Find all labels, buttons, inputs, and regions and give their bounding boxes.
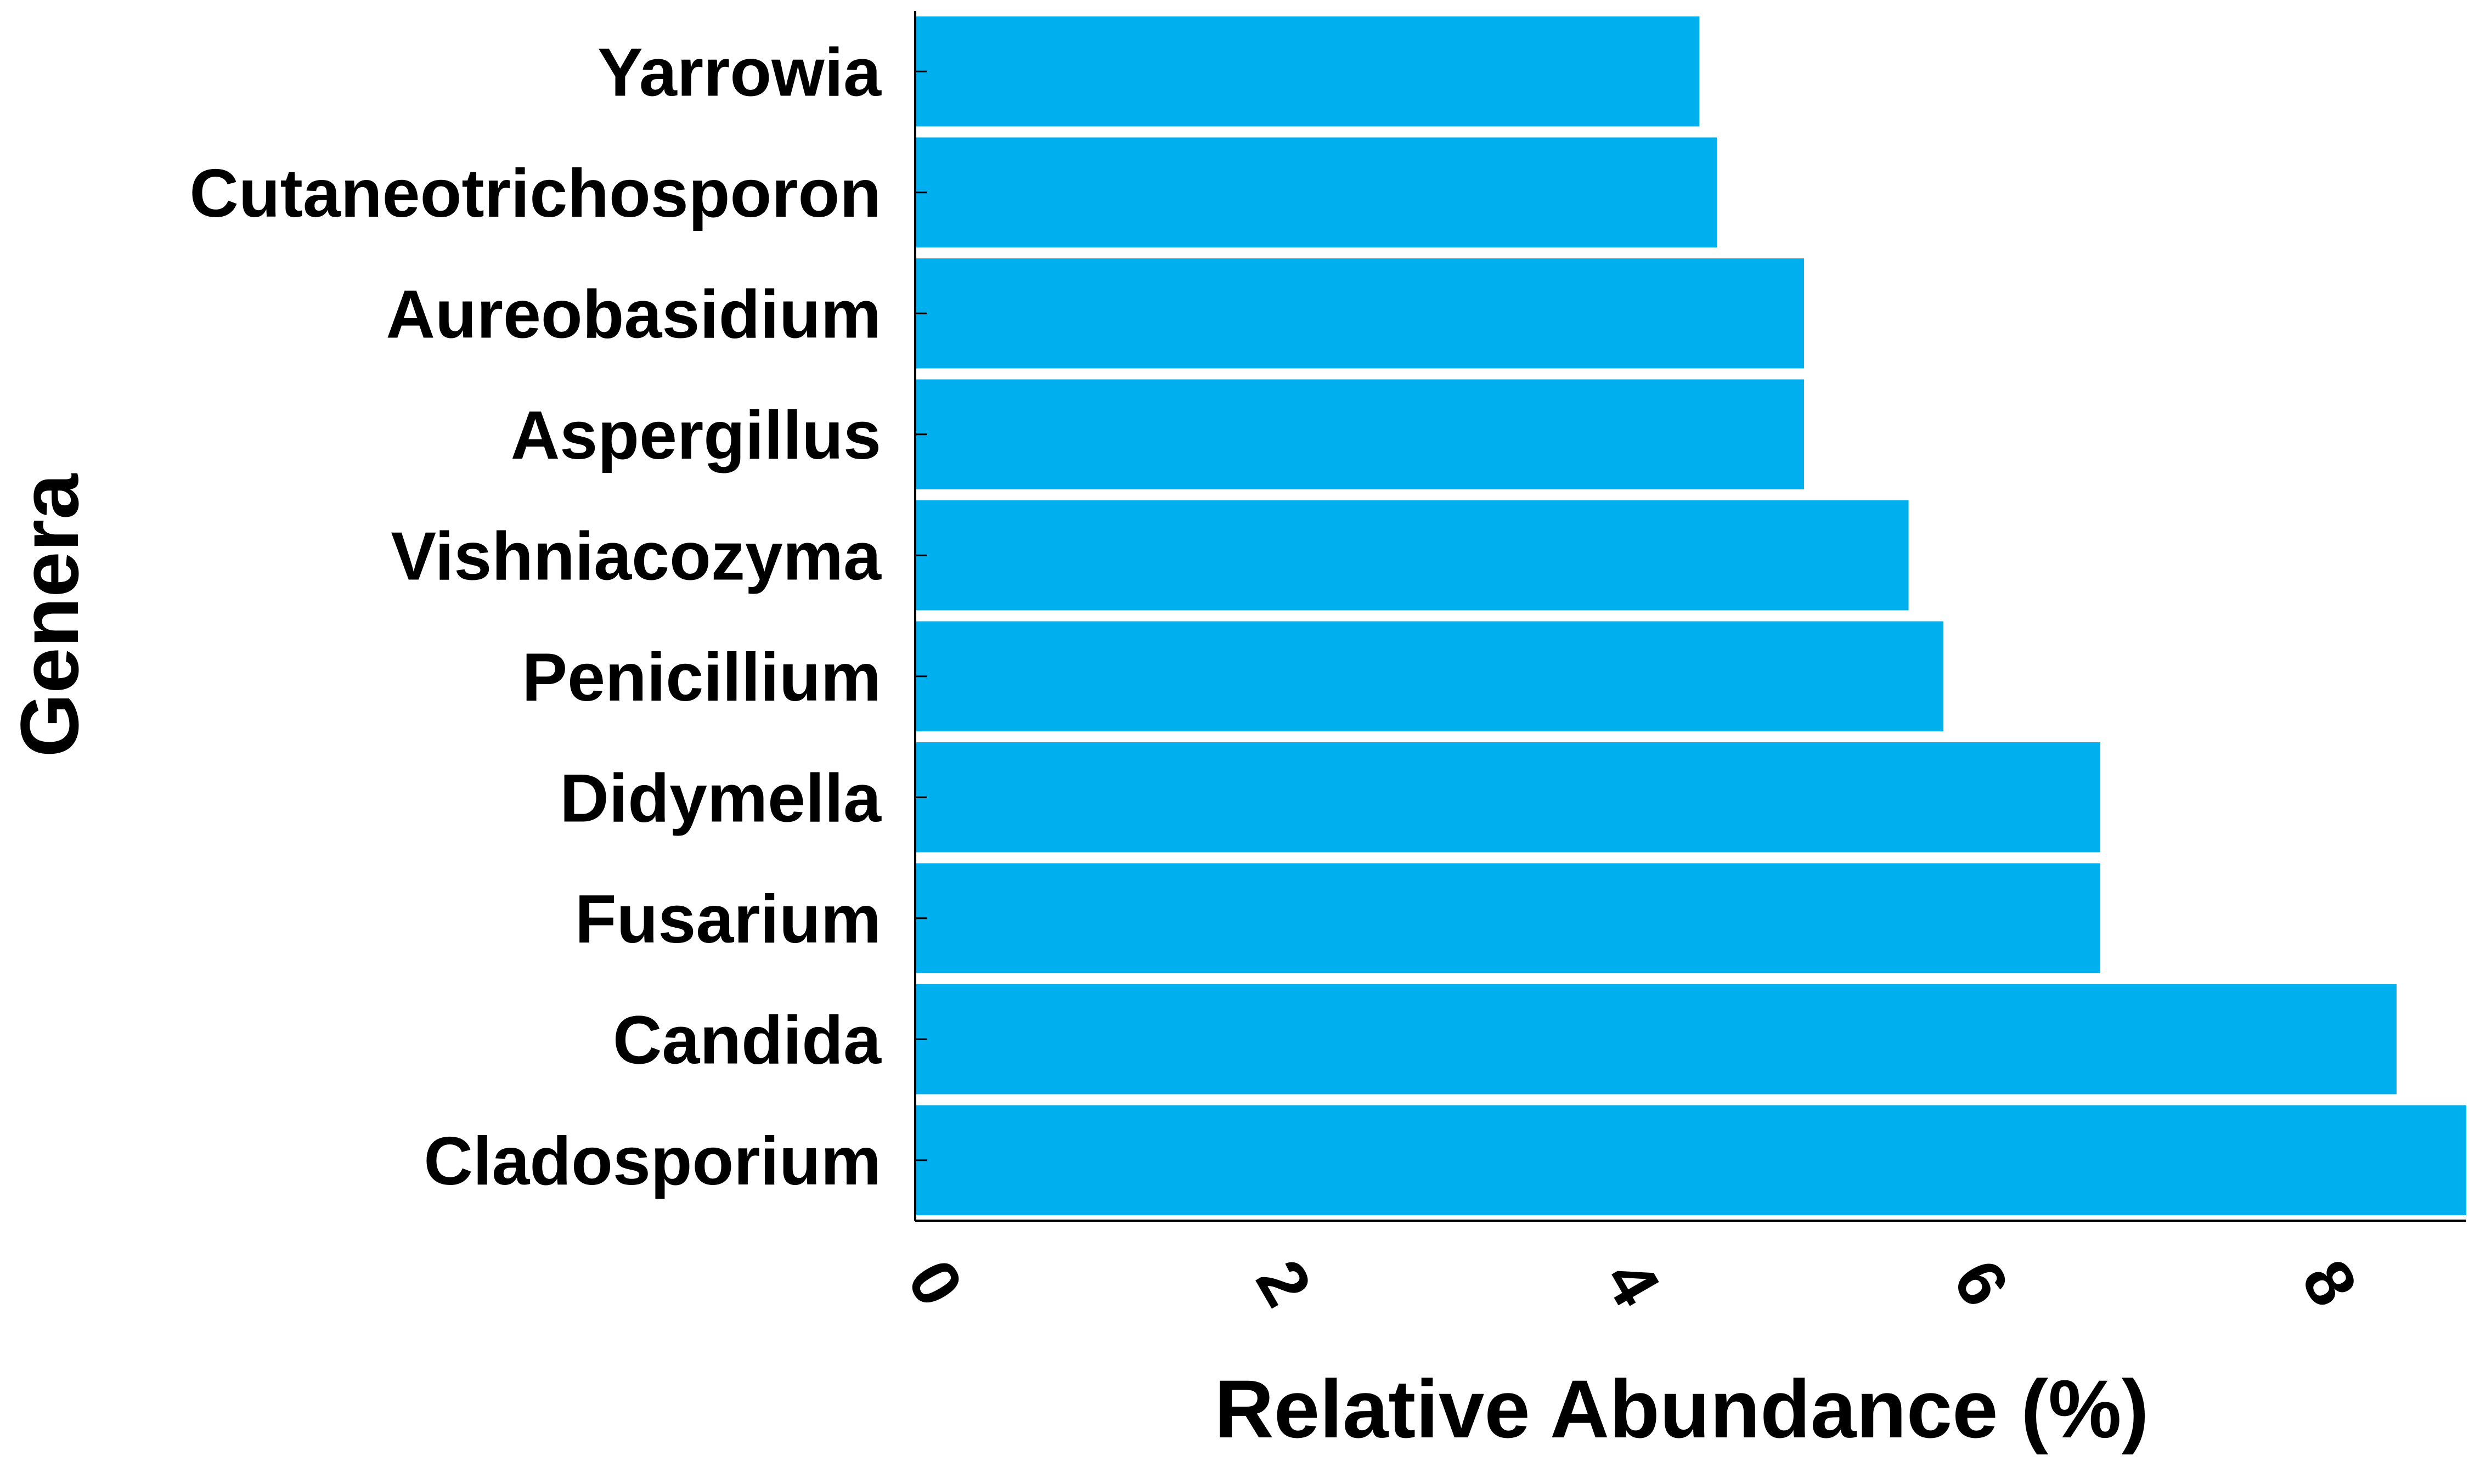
bar-fusarium [915, 863, 2100, 973]
y-tick-label-vishniacozyma: Vishniacozyma [391, 518, 882, 594]
y-tick-label-cladosporium: Cladosporium [424, 1124, 881, 1199]
y-tick-label-aspergillus: Aspergillus [511, 398, 881, 473]
y-tick-label-didymella: Didymella [560, 760, 882, 836]
y-tick-label-penicillium: Penicillium [522, 640, 881, 715]
y-tick-label-aureobasidium: Aureobasidium [386, 277, 881, 352]
bar-penicillium [915, 621, 1944, 731]
x-axis-title: Relative Abundance (%) [1214, 1363, 2149, 1455]
y-tick-labels-group: Cladosporium Candida Fusarium Didymella Peni… [189, 35, 882, 1199]
bar-cladosporium [915, 1105, 2466, 1215]
bars-group [915, 16, 2466, 1215]
bar-vishniacozyma [915, 500, 1909, 611]
bar-cutaneotrichosporon [915, 137, 1717, 247]
y-ticks-group [915, 70, 927, 1161]
bar-aspergillus [915, 379, 1804, 489]
bar-yarrowia [915, 16, 1700, 127]
x-tick-label-4: 4 [1590, 1248, 1675, 1319]
y-tick-label-yarrowia: Yarrowia [597, 35, 882, 110]
x-tick-label-6: 6 [1938, 1248, 2023, 1319]
y-tick-label-cutaneotrichosporon: Cutaneotrichosporon [189, 156, 881, 232]
x-tick-label-0: 0 [893, 1248, 977, 1319]
y-axis-title: Genera [3, 473, 95, 758]
x-tick-label-8: 8 [2287, 1248, 2371, 1319]
y-tick-label-fusarium: Fusarium [575, 882, 881, 957]
y-tick-label-candida: Candida [613, 1002, 882, 1078]
x-tick-labels-group: 0 2 4 6 8 [893, 1248, 2371, 1319]
bar-candida [915, 984, 2397, 1094]
x-tick-label-2: 2 [1242, 1248, 1326, 1319]
bar-aureobasidium [915, 258, 1804, 369]
bar-didymella [915, 742, 2100, 853]
